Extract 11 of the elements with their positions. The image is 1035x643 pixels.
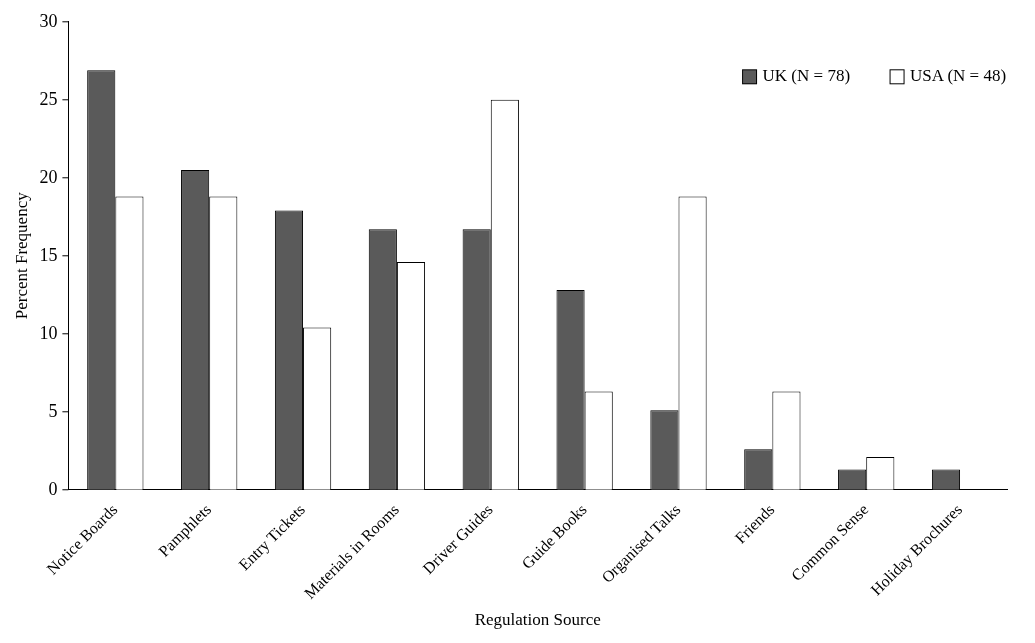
y-tick-label: 30 <box>39 10 58 31</box>
y-tick-label: 20 <box>39 166 58 187</box>
legend-label: USA (N = 48) <box>910 66 1007 86</box>
x-axis-title: Regulation Source <box>474 610 601 630</box>
y-tick-label: 5 <box>48 400 58 421</box>
y-axis-title: Percent Frequency <box>11 191 31 320</box>
y-tick-label: 10 <box>39 322 58 343</box>
y-tick-label: 25 <box>39 88 58 109</box>
legend-label: UK (N = 78) <box>762 66 851 86</box>
y-tick-label: 0 <box>48 478 58 499</box>
y-tick-label: 15 <box>39 244 58 265</box>
